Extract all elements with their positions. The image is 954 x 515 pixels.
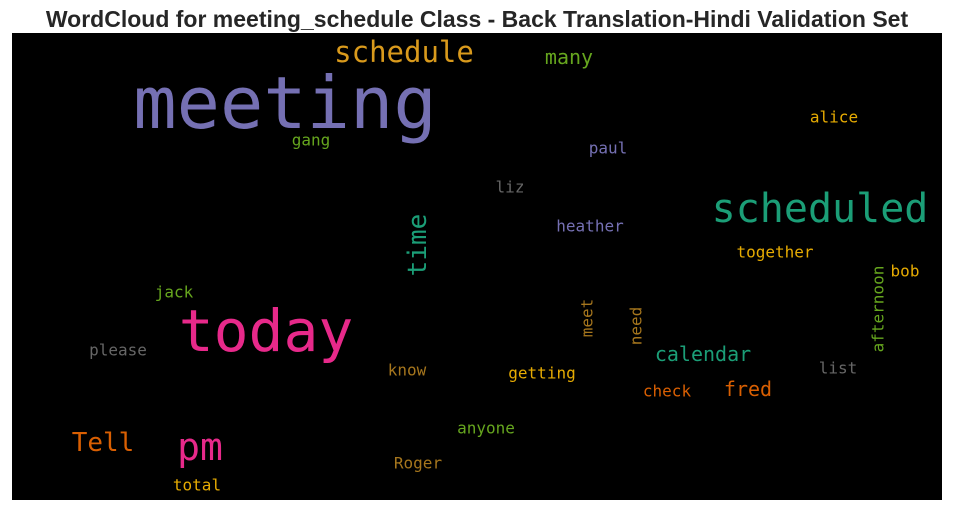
chart-title: WordCloud for meeting_schedule Class - B…	[46, 6, 909, 32]
word: time	[403, 214, 433, 277]
word: need	[627, 307, 646, 346]
word: getting	[508, 364, 575, 383]
word: know	[388, 361, 427, 380]
word: anyone	[457, 419, 515, 438]
word: scheduled	[712, 186, 929, 232]
word: Tell	[72, 428, 135, 458]
word: check	[643, 382, 692, 401]
word: bob	[891, 262, 920, 281]
word: Roger	[394, 454, 443, 473]
cloud-background	[12, 33, 942, 500]
word: together	[736, 243, 813, 262]
word: alice	[810, 108, 858, 127]
word: please	[89, 341, 147, 360]
word: meet	[578, 299, 597, 338]
word: liz	[496, 178, 525, 197]
word: today	[179, 297, 354, 365]
word: list	[819, 359, 858, 378]
word: afternoon	[869, 266, 888, 353]
word: many	[545, 45, 593, 69]
word: fred	[724, 377, 772, 401]
word: heather	[556, 217, 624, 236]
word: meeting	[133, 61, 436, 145]
word: schedule	[334, 35, 474, 69]
word: calendar	[655, 342, 751, 366]
word: gang	[292, 131, 331, 150]
word: jack	[155, 283, 194, 302]
word: pm	[177, 425, 223, 469]
word: paul	[589, 139, 628, 158]
word: total	[173, 476, 221, 495]
